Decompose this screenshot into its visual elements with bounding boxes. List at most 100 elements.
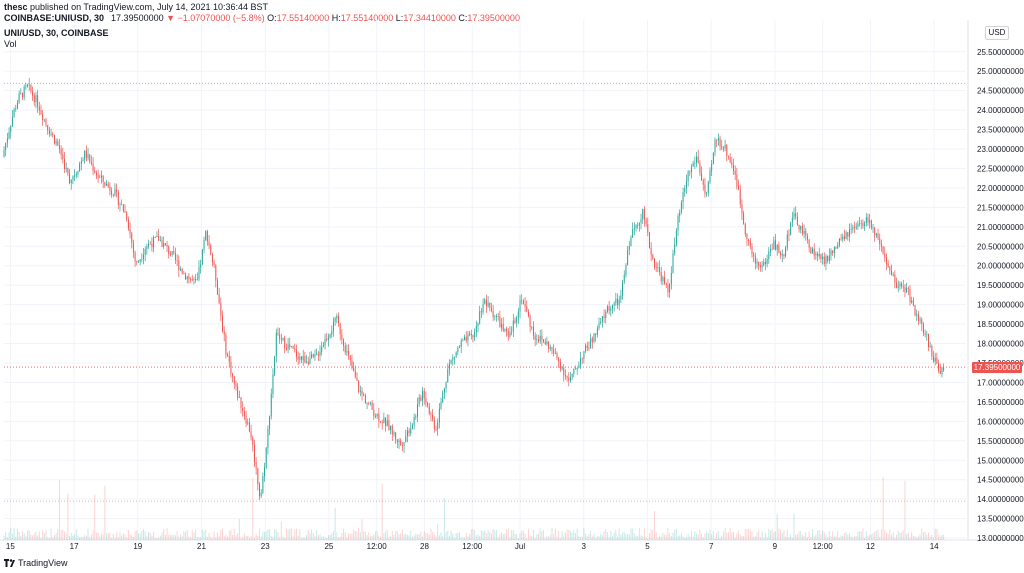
volume-bar — [642, 536, 644, 540]
volume-bar — [23, 533, 25, 540]
volume-bar — [490, 533, 492, 540]
volume-bar — [279, 537, 281, 540]
candle-body — [808, 239, 810, 248]
volume-bar — [655, 532, 657, 540]
volume-bar — [391, 530, 393, 540]
candle-body — [359, 390, 361, 392]
candle-body — [302, 356, 304, 361]
volume-bar — [158, 537, 160, 540]
volume-bar — [225, 534, 227, 540]
candle-body — [348, 350, 350, 356]
volume-bar — [376, 530, 378, 540]
candle-body — [248, 422, 250, 432]
tradingview-brand[interactable]: TradingView — [18, 558, 68, 568]
volume-bar — [348, 533, 350, 540]
volume-bar — [121, 535, 123, 540]
volume-bar — [788, 537, 790, 540]
volume-bar — [87, 528, 89, 540]
volume-bar — [845, 532, 847, 540]
candle-body — [38, 106, 40, 111]
volume-bar — [576, 528, 578, 540]
volume-bar — [181, 536, 183, 540]
candle-body — [42, 113, 44, 120]
volume-bar — [371, 536, 373, 540]
volume-bar — [896, 535, 898, 540]
candle-body — [501, 324, 503, 328]
candle-body — [480, 311, 482, 313]
volume-bar — [808, 531, 810, 540]
volume-bar — [242, 537, 244, 540]
currency-badge[interactable]: USD — [985, 26, 1009, 40]
candle-body — [420, 397, 422, 401]
volume-bar — [159, 535, 161, 540]
candle-body — [102, 175, 104, 183]
candle-body — [30, 84, 32, 92]
volume-bar — [168, 535, 170, 540]
volume-bar — [82, 536, 84, 540]
candle-body — [892, 274, 894, 276]
volume-bar — [10, 528, 12, 540]
volume-bar — [855, 536, 857, 540]
volume-bar — [564, 532, 566, 540]
candle-body — [297, 356, 299, 360]
volume-bar — [220, 530, 222, 540]
volume-bar — [514, 533, 516, 540]
candle-body — [919, 319, 921, 321]
volume-bar — [18, 531, 20, 540]
candle-body — [430, 413, 432, 415]
volume-bar — [183, 531, 185, 540]
volume-bar — [369, 536, 371, 540]
candle-body — [810, 247, 812, 254]
candle-body — [736, 174, 738, 187]
volume-bar — [813, 536, 815, 540]
volume-bar — [611, 536, 613, 540]
candle-body — [484, 299, 486, 304]
candle-body — [220, 303, 222, 316]
candle-body — [680, 202, 682, 212]
candle-body — [665, 283, 667, 285]
volume-bar — [415, 533, 417, 540]
candle-body — [65, 167, 67, 169]
publisher-name[interactable]: thesc — [4, 2, 28, 12]
volume-bar — [380, 536, 382, 540]
candle-body — [670, 273, 672, 285]
candle-body — [20, 92, 22, 94]
candle-body — [393, 432, 395, 435]
volume-bar — [272, 536, 274, 540]
candle-body — [692, 163, 694, 167]
volume-bar — [882, 476, 884, 540]
volume-bar — [411, 536, 413, 540]
volume-bar — [70, 532, 72, 540]
volume-bar — [569, 530, 571, 540]
y-tick-label: 17.00000000 — [977, 378, 1024, 387]
volume-bar — [423, 530, 425, 540]
volume-bar — [647, 537, 649, 540]
volume-bar — [507, 528, 509, 540]
candle-body — [85, 150, 87, 158]
volume-bar — [203, 531, 205, 540]
candle-body — [857, 224, 859, 227]
candle-body — [766, 259, 768, 265]
volume-bar — [830, 535, 832, 540]
legend-symbol[interactable]: UNI/USD, 30, COINBASE — [4, 28, 109, 38]
candle-body — [617, 298, 619, 306]
volume-bar — [822, 530, 824, 540]
candle-body — [613, 303, 615, 306]
candle-body — [606, 306, 608, 313]
candle-body — [608, 306, 610, 311]
volume-bar — [921, 528, 923, 540]
candle-body — [114, 189, 116, 196]
low-value: 17.34410000 — [403, 13, 456, 23]
candle-body — [237, 386, 239, 398]
close-label: C: — [458, 13, 468, 23]
candle-body — [299, 356, 301, 360]
candle-body — [611, 305, 613, 309]
x-tick-label: 28 — [420, 542, 429, 551]
volume-bar — [42, 529, 44, 540]
volume-bar — [112, 533, 114, 540]
candle-body — [558, 358, 560, 362]
candle-body — [709, 171, 711, 183]
candle-body — [122, 204, 124, 211]
legend-volume[interactable]: Vol — [4, 39, 17, 49]
